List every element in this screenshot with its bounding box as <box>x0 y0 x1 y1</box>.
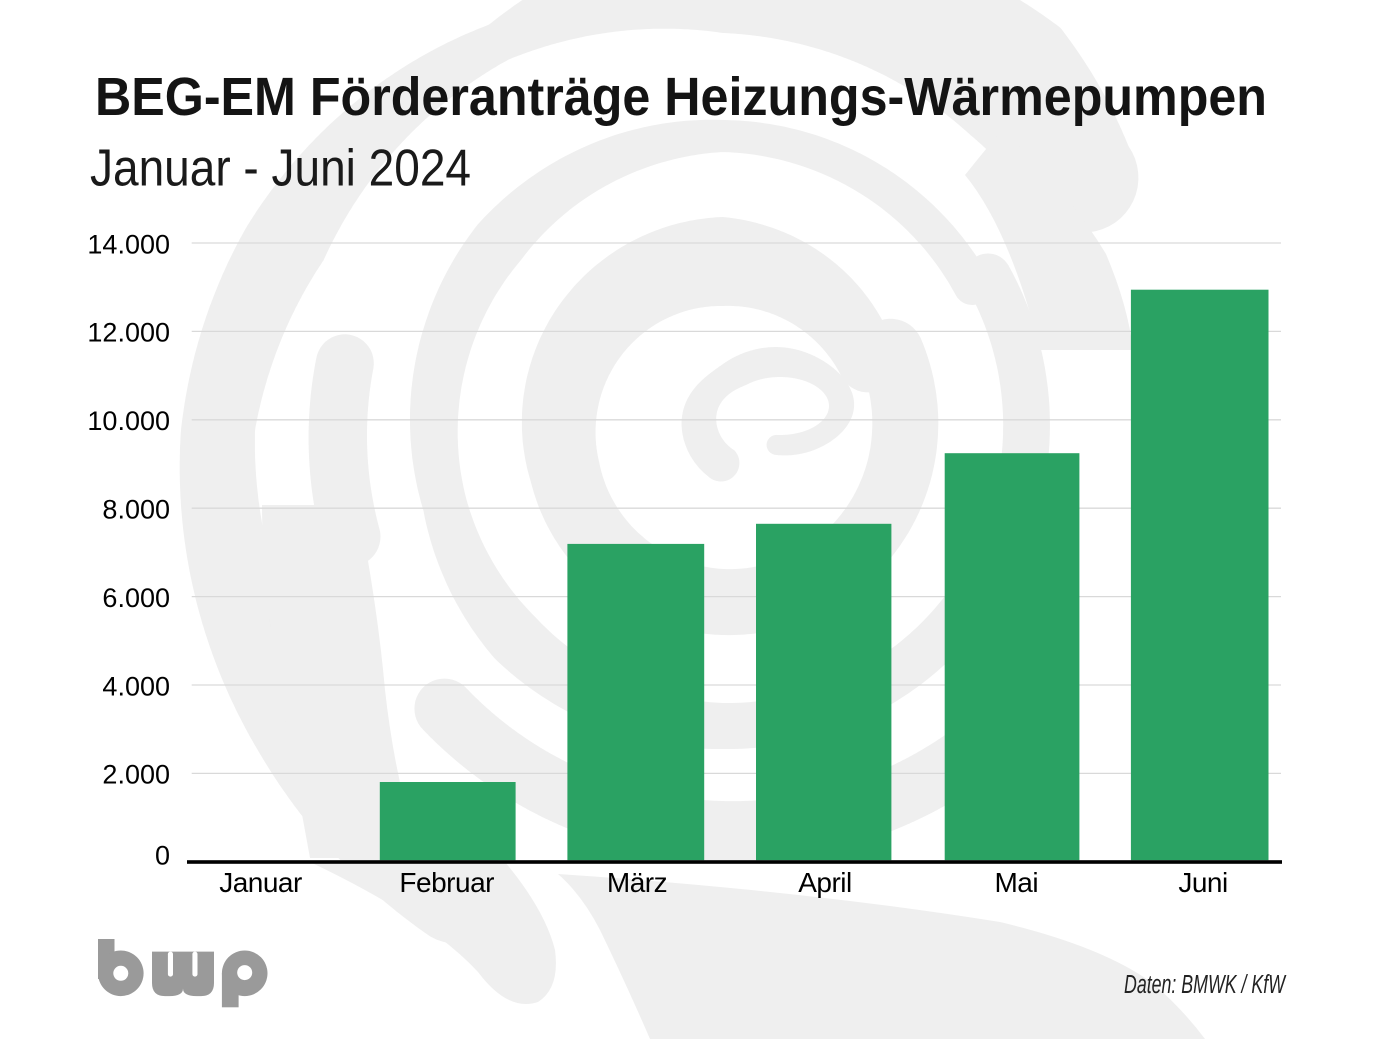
svg-text:März: März <box>607 867 667 898</box>
svg-text:10.000: 10.000 <box>87 406 170 436</box>
svg-text:2.000: 2.000 <box>102 760 170 790</box>
svg-text:14.000: 14.000 <box>87 229 170 259</box>
svg-text:8.000: 8.000 <box>102 495 170 525</box>
svg-text:Mai: Mai <box>994 867 1038 898</box>
svg-text:12.000: 12.000 <box>87 318 170 348</box>
svg-text:April: April <box>798 867 852 898</box>
svg-text:0: 0 <box>155 841 170 871</box>
svg-text:Juni: Juni <box>1178 867 1227 898</box>
svg-text:6.000: 6.000 <box>102 583 170 613</box>
svg-text:Januar: Januar <box>219 867 302 898</box>
svg-text:Daten: BMWK / KfW: Daten: BMWK / KfW <box>1124 971 1287 999</box>
svg-text:Januar - Juni 2024: Januar - Juni 2024 <box>90 139 471 197</box>
svg-text:4.000: 4.000 <box>102 671 170 701</box>
svg-text:Februar: Februar <box>399 867 494 898</box>
svg-text:BEG-EM Förderanträge Heizungs-: BEG-EM Förderanträge Heizungs-Wärmepumpe… <box>95 68 1267 127</box>
